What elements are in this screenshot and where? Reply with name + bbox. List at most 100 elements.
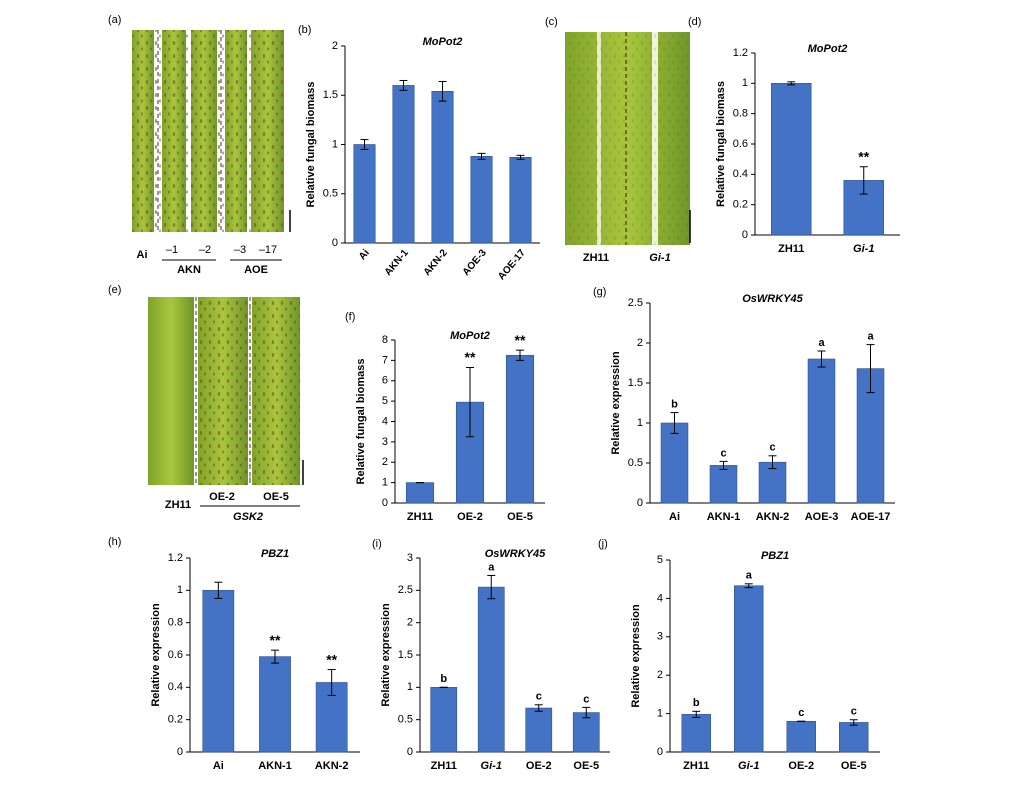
y-tick-label: 3 (382, 436, 388, 448)
y-tick-label: 0 (637, 497, 643, 509)
significance-label: b (671, 399, 678, 411)
chart-title: MoPot2 (808, 43, 848, 55)
bar (259, 656, 291, 753)
panel-label: (a) (108, 14, 121, 26)
lane-label: ZH11 (583, 252, 609, 264)
y-tick-label: 4 (382, 415, 388, 427)
x-tick-label: AKN-2 (422, 247, 450, 278)
significance-label: ** (270, 632, 281, 648)
y-tick-label: 1.2 (168, 552, 183, 564)
significance-label: ** (515, 332, 526, 348)
y-tick-label: 0 (657, 746, 663, 758)
bar (807, 358, 836, 504)
y-axis-label: Relative expression (610, 351, 622, 455)
panel-label: (f) (345, 311, 355, 323)
lane-label: ZH11 (165, 499, 191, 511)
x-tick-label: AKN-1 (707, 511, 741, 523)
panel-label: (h) (108, 536, 121, 548)
panel-label: (e) (108, 284, 121, 296)
panel-label: (i) (372, 538, 382, 550)
bar (771, 83, 812, 236)
bar (477, 586, 505, 753)
x-tick-label: ZH11 (683, 760, 709, 772)
y-tick-label: 1.5 (628, 377, 643, 389)
bar (431, 91, 454, 244)
significance-label: c (851, 706, 857, 718)
y-tick-label: 4 (657, 592, 663, 604)
significance-label: ** (858, 148, 869, 164)
y-tick-label: 8 (382, 334, 388, 346)
chart-title: MoPot2 (450, 330, 490, 342)
significance-label: b (693, 697, 700, 709)
bar (572, 712, 600, 753)
bar (660, 422, 689, 504)
lane-label: OE-5 (263, 491, 289, 503)
panel-label: (c) (545, 16, 558, 28)
chart-title: PBZ1 (761, 550, 789, 562)
x-tick-label: AKN-1 (383, 247, 411, 278)
significance-label: c (798, 707, 804, 719)
y-tick-label: 0.2 (168, 714, 183, 726)
significance-label: c (583, 693, 589, 705)
x-tick-label: AOE-17 (496, 247, 528, 282)
y-tick-label: 1 (637, 417, 643, 429)
x-tick-label: AKN-1 (258, 760, 292, 772)
bar (525, 707, 553, 753)
y-tick-label: 0.8 (733, 108, 748, 120)
x-tick-label: ZH11 (407, 511, 433, 523)
y-tick-label: 6 (382, 375, 388, 387)
y-axis-label: Relative expression (380, 603, 392, 707)
lane-label: –3 (234, 244, 246, 256)
y-tick-label: 0.5 (323, 188, 338, 200)
significance-label: ** (326, 651, 337, 667)
x-tick-label: AOE-3 (461, 247, 489, 278)
x-tick-label: AKN-2 (315, 760, 349, 772)
bar (681, 714, 711, 753)
y-tick-label: 3 (407, 552, 413, 564)
lane-label: –17 (259, 244, 277, 256)
chart-title: MoPot2 (423, 36, 463, 48)
group-label: AOE (244, 264, 268, 276)
leaf (148, 297, 194, 485)
bar (202, 590, 235, 753)
significance-label: b (440, 673, 447, 685)
photo-panel-e: (e) ZH11 OE-2 OE-5 GSK2 (108, 284, 304, 523)
y-tick-label: 0.8 (168, 617, 183, 629)
significance-label: ** (465, 349, 476, 365)
lane-label: Ai (137, 249, 148, 261)
y-tick-label: 1 (657, 708, 663, 720)
significance-label: a (746, 570, 753, 582)
panel-label: (j) (598, 538, 608, 550)
y-tick-label: 1 (742, 77, 748, 89)
bar (470, 156, 493, 244)
panel-label: (g) (593, 286, 606, 298)
y-tick-label: 0.4 (733, 168, 748, 180)
y-tick-label: 2 (657, 669, 663, 681)
bar (430, 687, 458, 753)
y-tick-label: 7 (382, 354, 388, 366)
chart-title: OsWRKY45 (742, 293, 803, 305)
x-tick-label: OE-2 (526, 760, 552, 772)
y-tick-label: 5 (657, 554, 663, 566)
y-tick-label: 0.6 (168, 649, 183, 661)
y-tick-label: 1 (177, 584, 183, 596)
significance-label: c (720, 447, 726, 459)
x-tick-label: ZH11 (431, 760, 457, 772)
y-tick-label: 2 (332, 40, 338, 52)
significance-label: c (536, 691, 542, 703)
y-tick-label: 3 (657, 631, 663, 643)
y-tick-label: 1 (332, 138, 338, 150)
y-tick-label: 1.2 (733, 47, 748, 59)
y-tick-label: 0 (742, 229, 748, 241)
lane-label: –2 (199, 244, 211, 256)
y-tick-label: 1.5 (323, 89, 338, 101)
lane-label: Gi-1 (649, 252, 670, 264)
y-tick-label: 0.5 (628, 457, 643, 469)
x-tick-label: AKN-2 (756, 511, 790, 523)
x-tick-label: Gi-1 (738, 760, 759, 772)
photo-panel-a: (a) Ai –1 –2 –3 –17 AKN AOE (108, 14, 291, 276)
x-tick-label: AOE-17 (851, 511, 891, 523)
x-tick-label: OE-2 (457, 511, 483, 523)
x-tick-label: Ai (669, 511, 680, 523)
